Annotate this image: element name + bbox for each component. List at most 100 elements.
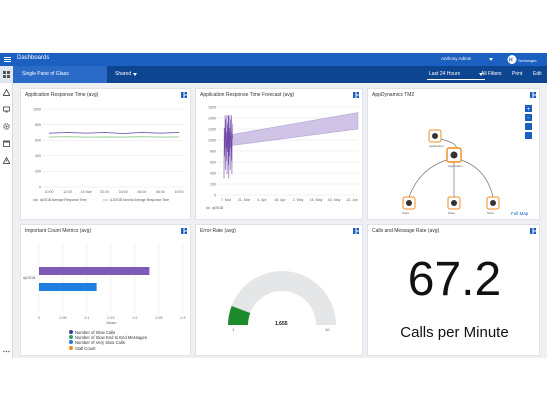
- full-map-link[interactable]: Full Map: [511, 211, 529, 216]
- legend-item[interactable]: Number of Very Slow Calls: [69, 340, 147, 345]
- more-icon[interactable]: [3, 348, 10, 355]
- legend-item[interactable]: Number of Slow Calls: [69, 330, 147, 335]
- time-range-chevron-icon: [479, 73, 483, 76]
- x-tick-label: 10:00: [45, 190, 54, 194]
- data-point: [178, 136, 180, 138]
- y-tick-label: 1600: [208, 105, 216, 109]
- zoom-out-button[interactable]: [525, 114, 532, 121]
- gear-icon[interactable]: [3, 123, 10, 130]
- shared-chevron-icon[interactable]: [133, 73, 137, 76]
- legend-label: Number of Slow Calls: [75, 330, 116, 335]
- node-store-1[interactable]: Store: [402, 196, 416, 215]
- brand-logo: H Technologies: [507, 55, 537, 64]
- x-tick-label: 12:00: [63, 190, 72, 194]
- top-bar: Dashboards Anthony Admin H Technologies: [0, 53, 547, 66]
- node-application-2[interactable]: Application: [446, 147, 463, 168]
- panel-menu-icon[interactable]: [181, 228, 187, 234]
- dashboard-name[interactable]: Single Pane of Glass: [13, 66, 107, 83]
- node-application-1[interactable]: Application: [428, 129, 444, 148]
- error-rate-gauge: 1 10 1.655: [228, 271, 336, 332]
- node-store-3[interactable]: Store: [486, 196, 500, 215]
- y-tick-label: 0: [39, 185, 41, 189]
- x-tick-label: 2. May: [293, 198, 304, 202]
- alert-triangle-icon[interactable]: [3, 89, 10, 96]
- svg-text:Technologies: Technologies: [518, 59, 537, 63]
- panel-menu-icon[interactable]: [353, 228, 359, 234]
- svg-text:H: H: [509, 58, 513, 64]
- data-point: [104, 132, 106, 133]
- panel-appdynamics: AppDynamics TM2 + - Application: [367, 88, 540, 220]
- legend-label: Stall Count: [75, 345, 96, 351]
- svg-text:Store: Store: [487, 211, 495, 215]
- gauge-min-label: 1: [232, 327, 235, 332]
- panel-menu-icon[interactable]: [353, 92, 359, 98]
- legend-label: ajOS1B Average Response Time: [40, 198, 87, 202]
- y-tick-label: 1000: [33, 107, 41, 111]
- panel-menu-icon[interactable]: [181, 92, 187, 98]
- zoom-controls: + -: [525, 105, 532, 139]
- panel-menu-icon[interactable]: [530, 92, 536, 98]
- x-tick-label: 10:00: [175, 190, 184, 194]
- panel-title: Application Response Time (avg): [25, 92, 99, 98]
- toolbar: Single Pane of Glass Shared Last 24 Hour…: [13, 66, 547, 83]
- category-label: ajOS1B: [23, 276, 36, 280]
- fit-button[interactable]: [525, 132, 532, 139]
- legend-label: ajOS1B: [212, 206, 223, 210]
- y-tick-label: 1000: [208, 138, 216, 142]
- menu-icon[interactable]: [4, 56, 11, 63]
- x-tick-label: 7. Mar: [221, 198, 232, 202]
- y-tick-label: 200: [210, 182, 216, 186]
- y-tick-label: 1400: [208, 116, 216, 120]
- panel-title: Calls and Message Rate (avg): [372, 228, 440, 234]
- legend-item[interactable]: Stall Count: [69, 345, 147, 351]
- time-range-select[interactable]: Last 24 Hours: [427, 69, 485, 80]
- x-tick-label: 13. Jun: [346, 198, 358, 202]
- calendar-icon[interactable]: [3, 140, 10, 147]
- y-tick-label: 400: [35, 154, 41, 158]
- warning-icon[interactable]: [3, 157, 10, 164]
- data-point: [122, 133, 124, 134]
- panel-menu-icon[interactable]: [530, 228, 536, 234]
- legend-swatch: [69, 335, 73, 340]
- svg-text:Store: Store: [448, 211, 456, 215]
- node-store-2[interactable]: Store: [447, 196, 461, 215]
- y-tick-label: 200: [35, 170, 41, 174]
- all-filters-button[interactable]: All Filters: [481, 71, 502, 77]
- x-tick-label: 21. Mar: [238, 198, 251, 202]
- shared-dropdown[interactable]: Shared: [115, 71, 132, 77]
- legend-item[interactable]: Number of Slow End to End Messages: [69, 335, 147, 340]
- data-point: [160, 132, 161, 134]
- user-dropdown-icon[interactable]: [489, 58, 493, 61]
- data-point: [178, 132, 180, 133]
- pan-button[interactable]: [525, 123, 532, 130]
- data-point: [67, 136, 68, 137]
- print-button[interactable]: Print: [512, 71, 523, 77]
- dashboard-grid-icon[interactable]: [3, 71, 10, 78]
- series-line: [48, 131, 180, 135]
- y-tick-label: 1200: [208, 127, 216, 131]
- y-tick-label: 600: [210, 160, 216, 164]
- x-tick-label: 08:00: [156, 190, 165, 194]
- x-tick-label: 4. Apr: [257, 198, 267, 202]
- x-tick-label: 04:00: [119, 190, 128, 194]
- x-tick-label: 0.05: [60, 316, 67, 320]
- legend-swatch: [69, 330, 73, 334]
- data-point: [85, 136, 87, 138]
- panel-title: Error Rate (avg): [200, 228, 236, 234]
- x-tick-label: 0.1: [85, 316, 90, 320]
- panel-forecast: Application Response Time Forecast (avg)…: [195, 88, 363, 220]
- bar: [39, 283, 97, 291]
- user-menu[interactable]: Anthony Admin: [441, 56, 472, 61]
- time-range-value: Last 24 Hours: [429, 71, 461, 77]
- series-line: [48, 136, 180, 138]
- y-tick-label: 0: [214, 193, 216, 197]
- calls-rate-unit: Calls per Minute: [400, 324, 509, 341]
- data-point: [141, 136, 143, 137]
- monitor-icon[interactable]: [3, 106, 10, 113]
- edit-button[interactable]: Edit: [533, 71, 542, 77]
- y-tick-label: 400: [210, 171, 216, 175]
- svg-text:+: +: [527, 107, 531, 113]
- gauge-fill: [228, 306, 251, 325]
- zoom-in-button[interactable]: [525, 105, 532, 112]
- svg-text:-: -: [527, 116, 529, 122]
